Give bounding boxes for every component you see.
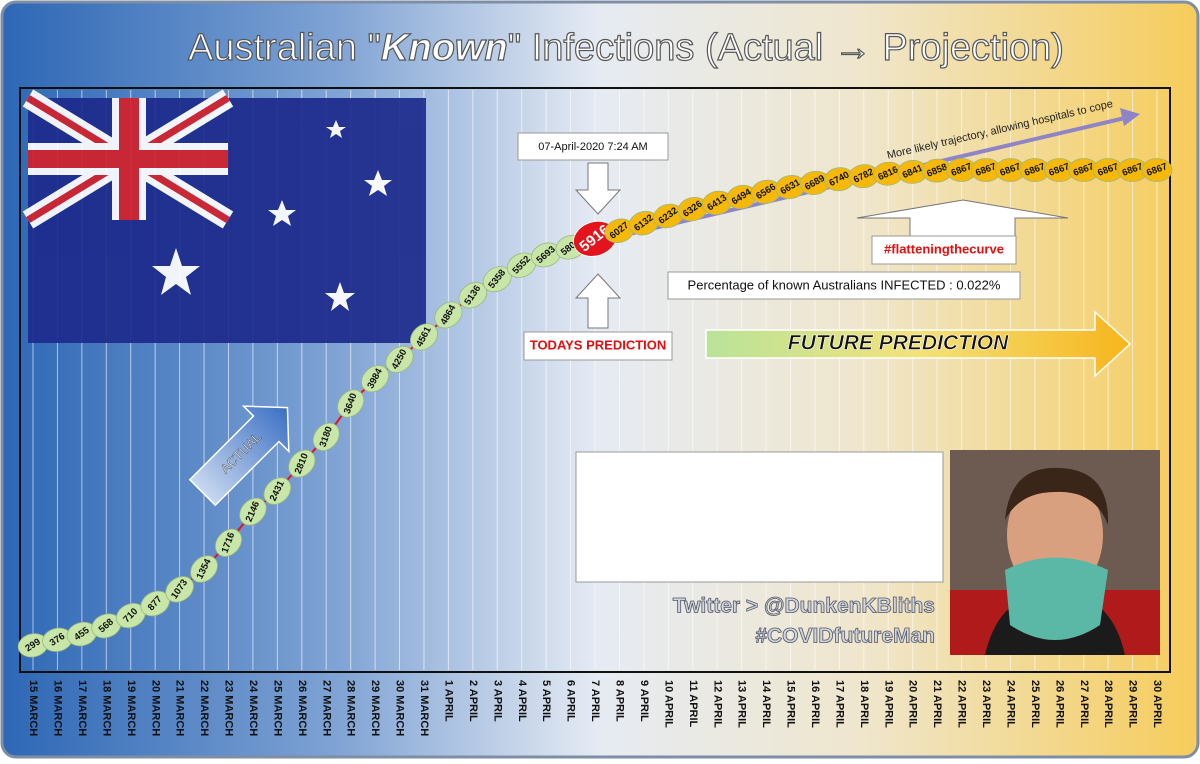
- marks: 299 376 455 5687108771073135417162146243128…: [17, 158, 1173, 658]
- x-tick-label: 28 APRIL: [1102, 680, 1114, 728]
- flag-cross: [28, 150, 228, 168]
- percentage-box: [667, 271, 1021, 300]
- x-tick-label: 21 APRIL: [931, 680, 943, 728]
- bubble: [410, 323, 438, 351]
- x-tick-label: 22 APRIL: [956, 680, 968, 728]
- flag-star: [326, 120, 346, 138]
- x-tick-label: 31 MARCH: [418, 680, 430, 736]
- x-tick-label: 12 APRIL: [711, 680, 723, 728]
- x-tick-label: 13 APRIL: [736, 680, 748, 728]
- arrow-shape: [188, 405, 290, 507]
- x-tick-label: 6 APRIL: [565, 680, 577, 722]
- x-tick-label: 29 APRIL: [1127, 680, 1139, 728]
- photo-mask: [1005, 557, 1108, 640]
- x-tick-label: 8 APRIL: [614, 680, 626, 722]
- x-tick-label: 11 APRIL: [687, 680, 699, 728]
- future-label: FUTURE PREDICTION: [788, 332, 1009, 355]
- note-box: [575, 451, 944, 583]
- x-tick-label: 9 APRIL: [638, 680, 650, 722]
- x-tick-label: 30 MARCH: [394, 680, 406, 736]
- x-tick-label: 5 APRIL: [540, 680, 552, 722]
- flag-star: [325, 282, 355, 311]
- trajectory-head: [1120, 108, 1140, 126]
- today-label: TODAYS PREDICTION: [530, 337, 667, 352]
- x-tick-label: 20 MARCH: [149, 680, 161, 736]
- flag-star: [152, 248, 200, 295]
- x-tick-label: 20 APRIL: [907, 680, 919, 728]
- x-tick-label: 19 APRIL: [882, 680, 894, 728]
- bubble: [361, 365, 390, 393]
- x-tick-label: 27 APRIL: [1078, 680, 1090, 728]
- flag: [22, 89, 426, 343]
- tag: #COVIDfutureMan: [755, 625, 935, 648]
- x-tick-label: 23 APRIL: [980, 680, 992, 728]
- x-tick-label: 14 APRIL: [760, 680, 772, 728]
- x-tick-label: 7 APRIL: [589, 680, 601, 722]
- x-tick-label: 30 APRIL: [1151, 680, 1163, 728]
- twitter: Twitter > @DunkenKBliths: [673, 595, 935, 618]
- x-tick-label: 29 MARCH: [369, 680, 381, 736]
- bubble: [263, 477, 292, 505]
- bubble: [1141, 158, 1173, 182]
- chart-title: Australian "Known" Infections (Actual → …: [188, 27, 1064, 69]
- x-tick-label: 24 MARCH: [247, 680, 259, 736]
- hashtag: #flatteningthecurve: [884, 241, 1004, 256]
- x-tick-label: 15 APRIL: [785, 680, 797, 728]
- x-tick-label: 17 APRIL: [833, 680, 845, 728]
- timestamp-box: [517, 132, 669, 161]
- bubble: [190, 555, 218, 583]
- photo-hair: [1005, 467, 1109, 525]
- x-tick-label: 24 APRIL: [1004, 680, 1016, 728]
- x-tick-label: 25 MARCH: [271, 680, 283, 736]
- percentage: Percentage of known Australians INFECTED…: [688, 277, 1001, 292]
- x-tick-label: 22 MARCH: [198, 680, 210, 736]
- bubble: [312, 422, 340, 451]
- actual-arrow: ACTUAL: [188, 405, 290, 507]
- x-tick-label: 2 APRIL: [467, 680, 479, 722]
- flag-star: [364, 170, 392, 196]
- x-tick-label: 23 MARCH: [223, 680, 235, 736]
- flag-star: [268, 200, 296, 226]
- title-part: Australian ": [188, 27, 381, 69]
- title-part: Known: [381, 27, 508, 69]
- x-tick-label: 17 MARCH: [76, 680, 88, 736]
- bubble: [385, 345, 414, 373]
- hashtag-box: [871, 235, 1017, 265]
- today-box: [523, 331, 673, 361]
- down-arrow: [574, 162, 622, 215]
- x-tick-label: 18 APRIL: [858, 680, 870, 728]
- x-tick-label: 26 APRIL: [1053, 680, 1065, 728]
- bubble: [434, 301, 463, 329]
- x-tick-label: 15 MARCH: [27, 680, 39, 736]
- up-arrow: [574, 273, 622, 329]
- photo: [950, 450, 1160, 655]
- bubble: [288, 449, 316, 478]
- x-tick-label: 25 APRIL: [1029, 680, 1041, 728]
- x-tick-label: 19 MARCH: [125, 680, 137, 736]
- x-tick-label: 1 APRIL: [442, 680, 454, 722]
- x-tick-label: 16 MARCH: [52, 680, 64, 736]
- title-part: " Infections (Actual → Projection): [508, 27, 1064, 69]
- x-tick-label: 27 MARCH: [320, 680, 332, 736]
- bubble: [214, 528, 242, 557]
- x-tick-label: 3 APRIL: [491, 680, 503, 722]
- x-tick-label: 16 APRIL: [809, 680, 821, 728]
- future-arrow: [705, 310, 1132, 378]
- bubble: [165, 576, 194, 603]
- x-tick-label: 18 MARCH: [100, 680, 112, 736]
- x-tick-label: 4 APRIL: [516, 680, 528, 722]
- bubble: [239, 497, 267, 526]
- x-tick-label: 21 MARCH: [174, 680, 186, 736]
- x-tick-label: 28 MARCH: [345, 680, 357, 736]
- timestamp: 07-April-2020 7:24 AM: [538, 141, 647, 153]
- x-tick-label: 26 MARCH: [296, 680, 308, 736]
- x-tick-label: 10 APRIL: [662, 680, 674, 728]
- plot-frame: [19, 87, 1171, 673]
- bubble: [337, 389, 365, 418]
